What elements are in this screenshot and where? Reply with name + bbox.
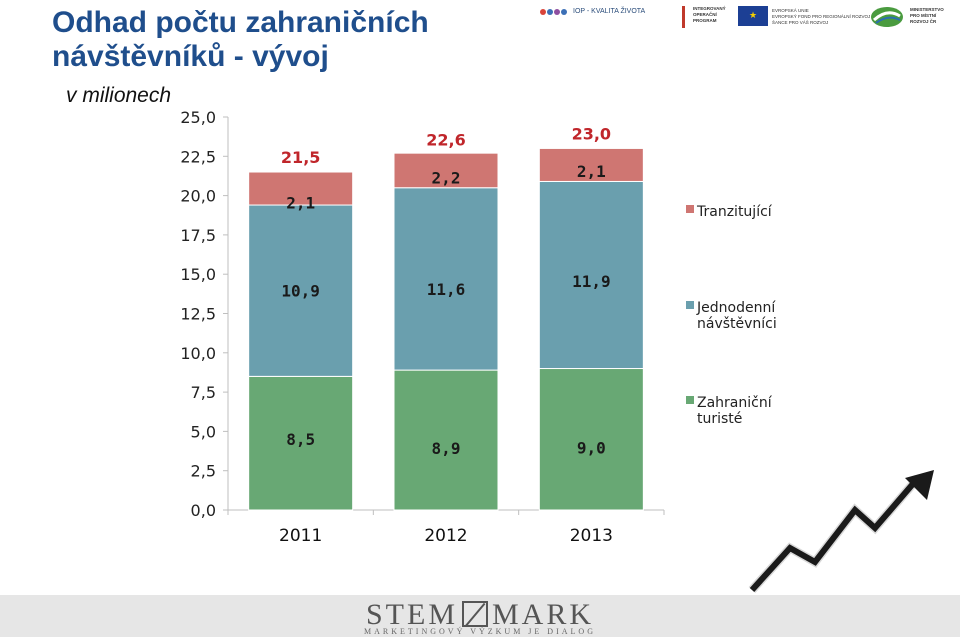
iop-logo-text: IOP - KVALITA ŽIVOTA — [573, 8, 646, 15]
legend-label: Tranzitující — [696, 204, 773, 220]
stemmark-logo: STEM MARK — [0, 598, 960, 632]
sponsor-logos: IOP - KVALITA ŽIVOTA INTEGROVANÝ OPERAČN… — [540, 4, 960, 30]
data-label: 2,2 — [432, 168, 461, 187]
data-label: 2,1 — [286, 194, 315, 213]
brand-left: STEM — [365, 598, 458, 631]
eu-text-line: ŠANCE PRO VÁŠ ROZVOJ — [772, 20, 829, 25]
data-label: 9,0 — [577, 438, 606, 457]
y-tick-label: 2,5 — [191, 462, 216, 481]
bar-segment — [538, 180, 644, 370]
legend-swatch — [686, 205, 694, 213]
title-line-1: Odhad počtu zahraničních — [52, 6, 429, 39]
ip-logo: INTEGROVANÝ OPERAČNÍ PROGRAM — [682, 6, 734, 28]
legend-label: turisté — [697, 411, 742, 427]
iop-logo: IOP - KVALITA ŽIVOTA — [540, 8, 645, 15]
mmr-text-line: PRO MÍSTNÍ — [910, 13, 937, 18]
brand-mark-icon — [462, 601, 488, 627]
bar-segment — [393, 187, 499, 371]
legend-label: Zahraniční — [697, 395, 773, 411]
y-tick-label: 10,0 — [180, 344, 216, 363]
legend-swatch — [686, 301, 694, 309]
mmr-logo-text: MINISTERSTVO PRO MÍSTNÍ ROZVOJ ČR — [910, 7, 944, 25]
data-label: 8,9 — [432, 439, 461, 458]
eu-logo-text: EVROPSKÁ UNIE EVROPSKÝ FOND PRO REGIONÁL… — [772, 8, 870, 26]
data-label: 10,9 — [281, 282, 320, 301]
data-label: 11,6 — [427, 280, 466, 299]
data-label: 11,9 — [572, 272, 611, 291]
mmr-text-line: MINISTERSTVO — [910, 7, 944, 12]
unit-label: v milionech — [66, 84, 172, 107]
y-tick-label: 20,0 — [180, 187, 216, 206]
y-tick-label: 25,0 — [180, 108, 216, 127]
legend-label: návštěvníci — [697, 316, 777, 332]
mmr-logo-icon — [871, 7, 903, 27]
x-tick-label: 2012 — [424, 526, 467, 546]
page-title: Odhad počtu zahraničních návštěvníků - v… — [52, 6, 429, 74]
bar-segment — [248, 204, 354, 377]
bar-layer: 8,5 10,9 2,1 21,5 8,9 11,6 2,2 22,6 9,0 11,9 2,1 23… — [248, 124, 644, 511]
iop-dots-icon — [540, 8, 567, 15]
data-label: 2,1 — [577, 162, 606, 181]
legend-label: Jednodenní — [696, 300, 776, 316]
stacked-bar-chart: 0,0 2,5 5,0 7,5 10,0 12,5 15,0 17,5 20,0 22,5 25,0… — [180, 108, 934, 594]
axis-layer: 0,0 2,5 5,0 7,5 10,0 12,5 15,0 17,5 20,0 22,5 25,0… — [180, 108, 665, 546]
title-line-2: návštěvníků - vývoj — [52, 40, 329, 73]
y-tick-label: 17,5 — [180, 226, 216, 245]
x-tick-label: 2013 — [570, 526, 613, 546]
bar-segment — [538, 368, 644, 511]
bar-segment — [538, 147, 644, 182]
bar-segment — [393, 152, 499, 189]
data-label: 8,5 — [286, 430, 315, 449]
y-tick-label: 22,5 — [180, 147, 216, 166]
bar-segment — [248, 375, 354, 511]
total-label: 21,5 — [281, 148, 320, 167]
brand-tagline: MARKETINGOVÝ VÝZKUM JE DIALOG — [364, 627, 596, 636]
brand-right: MARK — [492, 598, 595, 631]
eu-flag-icon: ★ — [738, 6, 768, 26]
mmr-text-line: ROZVOJ ČR — [910, 19, 937, 24]
y-tick-label: 15,0 — [180, 265, 216, 284]
bar-segment — [393, 369, 499, 511]
total-label: 23,0 — [572, 124, 611, 143]
total-label: 22,6 — [426, 131, 465, 150]
x-tick-label: 2011 — [279, 526, 322, 546]
eu-text-line: EVROPSKÝ FOND PRO REGIONÁLNÍ ROZVOJ — [772, 14, 871, 19]
y-tick-label: 7,5 — [191, 383, 216, 402]
eu-text-line: EVROPSKÁ UNIE — [772, 8, 809, 13]
y-tick-label: 5,0 — [191, 422, 216, 441]
growth-arrow-icon — [748, 470, 934, 594]
y-tick-label: 0,0 — [191, 501, 216, 520]
bar-segment — [248, 171, 354, 206]
y-tick-label: 12,5 — [180, 305, 216, 324]
legend-swatch — [686, 396, 694, 404]
